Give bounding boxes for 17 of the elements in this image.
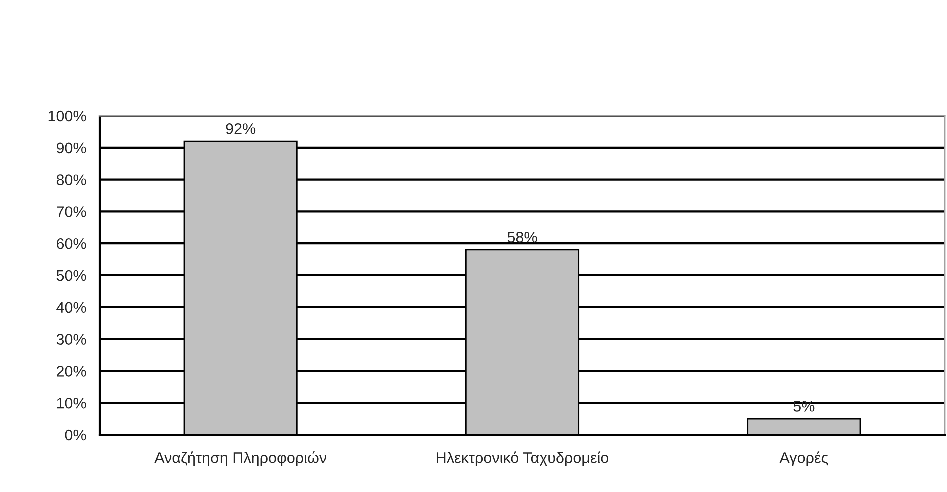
x-tick-label: Αναζήτηση Πληροφοριών (154, 452, 326, 466)
y-tick-label: 0% (65, 430, 86, 441)
y-tick-label: 20% (56, 366, 86, 377)
y-tick-label: 10% (57, 398, 86, 409)
y-tick-label: 40% (56, 302, 86, 314)
y-tick-label: 80% (56, 174, 86, 186)
y-tick-label: 60% (57, 238, 86, 250)
x-tick-label: Αγορές (780, 452, 828, 466)
y-tick-label: 90% (56, 142, 86, 154)
data-label: 5% (794, 401, 815, 412)
data-label: 58% (508, 232, 538, 243)
y-tick-label: 50% (56, 270, 86, 282)
y-tick-label: 70% (57, 206, 86, 218)
x-tick-label: Ηλεκτρονικό Ταχυδρομείο (437, 452, 609, 466)
data-label: 92% (226, 124, 256, 134)
y-tick-label: 100% (48, 110, 86, 122)
y-tick-label: 30% (56, 334, 86, 345)
